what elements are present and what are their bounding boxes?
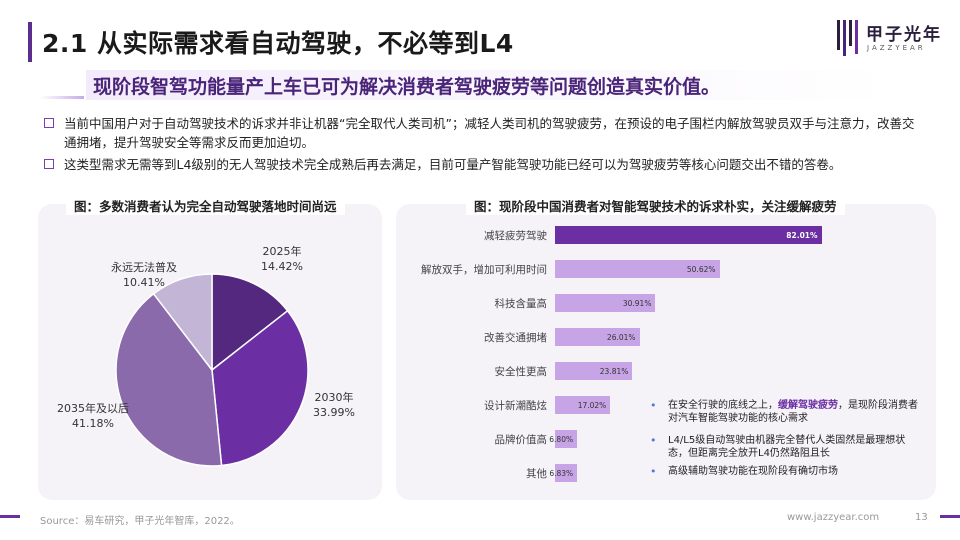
pie-slice-label: 2035年及以后 41.18% bbox=[43, 401, 143, 431]
page-number: 13 bbox=[915, 512, 928, 523]
bullet-text: 当前中国用户对于自动驾驶技术的诉求并非让机器“完全取代人类司机”；减轻人类司机的… bbox=[64, 116, 915, 150]
bar bbox=[555, 464, 578, 482]
bar-category-label: 改善交通拥堵 bbox=[484, 332, 547, 344]
bar bbox=[555, 328, 640, 346]
pie-category-label: 永远无法普及 bbox=[111, 261, 177, 274]
pie-slice bbox=[152, 273, 213, 373]
square-bullet-icon bbox=[44, 159, 54, 169]
bullet-dot-icon: • bbox=[650, 465, 657, 478]
bar bbox=[555, 430, 578, 448]
pie-slice bbox=[211, 309, 309, 467]
pie-slice-label: 2030年 33.99% bbox=[284, 390, 384, 420]
website-link[interactable]: www.jazzyear.com bbox=[787, 512, 880, 523]
bar bbox=[555, 294, 656, 312]
bar-value-label: 26.01% bbox=[606, 333, 636, 342]
bar-value-label: 6.80% bbox=[549, 435, 574, 444]
footer-accent-right bbox=[940, 515, 960, 518]
note-text: L4/L5级自动驾驶由机器完全替代人类固然是最理想状态，但距离完全放开L4仍然路… bbox=[668, 435, 906, 459]
bar-category-label: 科技含量高 bbox=[494, 298, 548, 310]
bullet-text: 这类型需求无需等到L4级别的无人驾驶技术完全成熟后再去满足，目前可量产智能驾驶功… bbox=[64, 157, 842, 172]
bar-value-label: 23.81% bbox=[599, 367, 629, 376]
bar-category-label: 设计新潮酷炫 bbox=[484, 400, 547, 412]
bar-category-label: 解放双手，增加可利用时间 bbox=[421, 264, 547, 276]
pie-category-label: 2025年 bbox=[262, 245, 302, 258]
note-text: 高级辅助驾驶功能在现阶段有确切市场 bbox=[668, 466, 838, 477]
bar-value-label: 50.62% bbox=[686, 265, 716, 274]
bar-value-label: 17.02% bbox=[577, 401, 607, 410]
pie-chart-title: 图：多数消费者认为完全自动驾驶落地时间尚远 bbox=[66, 196, 345, 215]
pie-category-label: 2030年 bbox=[314, 391, 354, 404]
bar bbox=[555, 226, 822, 244]
logo-text-cn: 甲子光年 bbox=[866, 25, 942, 45]
pie-slice bbox=[211, 273, 289, 372]
logo-text-en: JAZZYEAR bbox=[867, 44, 926, 52]
note-item: • 在安全行驶的底线之上，缓解驾驶疲劳，是现阶段消费者对汽车智能驾驶功能的核心需… bbox=[650, 399, 918, 425]
bar-category-label: 品牌价值高 bbox=[494, 434, 548, 446]
page-subtitle: 现阶段智驾功能量产上车已可为解决消费者驾驶疲劳等问题创造真实价值。 bbox=[93, 76, 721, 98]
bar-category-label: 其他 bbox=[526, 468, 547, 480]
page-title: 2.1 从实际需求看自动驾驶，不必等到L4 bbox=[42, 29, 514, 58]
note-text: 在安全行驶的底线之上， bbox=[668, 400, 778, 411]
pie-value-label: 33.99% bbox=[313, 406, 355, 419]
bar bbox=[555, 396, 611, 414]
bar-category-label: 安全性更高 bbox=[494, 366, 548, 378]
pie-slice bbox=[115, 292, 223, 467]
bar bbox=[555, 362, 633, 380]
bar-category-label: 减轻疲劳驾驶 bbox=[484, 230, 547, 242]
title-accent-bar bbox=[28, 22, 32, 62]
pie-chart bbox=[115, 273, 309, 467]
note-highlight: 缓解驾驶疲劳 bbox=[778, 400, 838, 411]
pie-category-label: 2035年及以后 bbox=[57, 402, 129, 415]
bar-chart-title: 图：现阶段中国消费者对智能驾驶技术的诉求朴实，关注缓解疲劳 bbox=[466, 196, 845, 215]
bar-value-label: 82.01% bbox=[786, 231, 818, 240]
source-note: Source：易车研究，甲子光年智库，2022。 bbox=[40, 516, 240, 527]
bar-value-label: 30.91% bbox=[622, 299, 652, 308]
pie-value-label: 10.41% bbox=[123, 276, 165, 289]
bar-chart-panel bbox=[396, 204, 936, 500]
jazzyear-logo-icon bbox=[837, 20, 858, 56]
note-item: • L4/L5级自动驾驶由机器完全替代人类固然是最理想状态，但距离完全放开L4仍… bbox=[650, 434, 918, 460]
pie-slice-label: 永远无法普及 10.41% bbox=[94, 260, 194, 290]
footer-accent-left bbox=[0, 515, 20, 518]
brand-logo: 甲子光年 JAZZYEAR bbox=[836, 16, 946, 62]
bar bbox=[555, 260, 720, 278]
pie-slice-label: 2025年 14.42% bbox=[232, 244, 332, 274]
square-bullet-icon bbox=[44, 118, 54, 128]
bar-value-label: 6.83% bbox=[549, 469, 574, 478]
bullet-dot-icon: • bbox=[650, 399, 657, 412]
pie-value-label: 41.18% bbox=[72, 417, 114, 430]
note-item: • 高级辅助驾驶功能在现阶段有确切市场 bbox=[650, 465, 918, 478]
pie-value-label: 14.42% bbox=[261, 260, 303, 273]
note-text: ，是现阶段消费者对汽车智能驾驶功能的核心需求 bbox=[668, 400, 918, 424]
subtitle-band bbox=[86, 70, 890, 100]
subtitle-accent-line bbox=[40, 96, 84, 99]
bullet-dot-icon: • bbox=[650, 434, 657, 447]
